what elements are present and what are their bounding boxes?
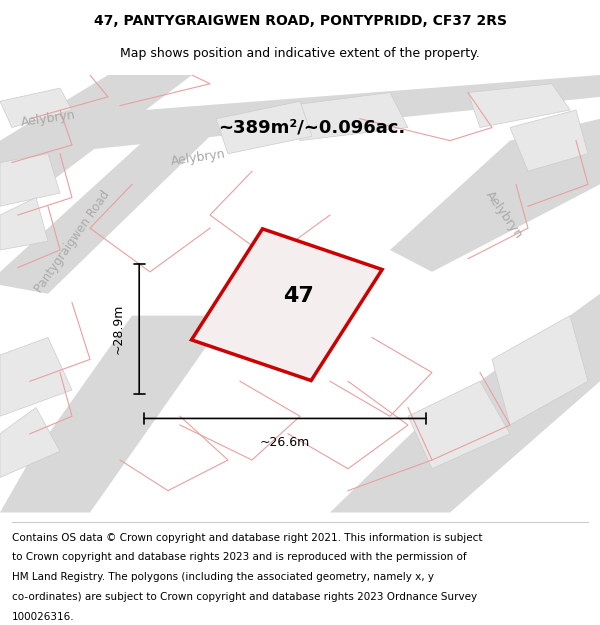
Polygon shape	[0, 338, 72, 416]
Text: co-ordinates) are subject to Crown copyright and database rights 2023 Ordnance S: co-ordinates) are subject to Crown copyr…	[12, 592, 477, 602]
Polygon shape	[191, 229, 382, 381]
Text: ~26.6m: ~26.6m	[260, 436, 310, 449]
Text: Aelybryn: Aelybryn	[20, 109, 76, 129]
Polygon shape	[0, 154, 60, 206]
Polygon shape	[330, 294, 600, 512]
Text: Aelybryn: Aelybryn	[483, 189, 525, 241]
Text: to Crown copyright and database rights 2023 and is reproduced with the permissio: to Crown copyright and database rights 2…	[12, 552, 467, 562]
Polygon shape	[510, 110, 588, 171]
Polygon shape	[408, 381, 510, 469]
Polygon shape	[288, 92, 408, 141]
Polygon shape	[242, 261, 343, 339]
Polygon shape	[216, 101, 312, 154]
Polygon shape	[492, 316, 588, 425]
Polygon shape	[0, 198, 48, 250]
Text: Contains OS data © Crown copyright and database right 2021. This information is : Contains OS data © Crown copyright and d…	[12, 532, 482, 542]
Text: 100026316.: 100026316.	[12, 611, 74, 621]
Text: Pantygraigwen Road: Pantygraigwen Road	[32, 188, 112, 294]
Text: Map shows position and indicative extent of the property.: Map shows position and indicative extent…	[120, 48, 480, 61]
Polygon shape	[468, 84, 570, 127]
Polygon shape	[390, 119, 600, 272]
Polygon shape	[0, 119, 228, 294]
Text: Aelybryn: Aelybryn	[170, 148, 226, 168]
Polygon shape	[30, 75, 600, 154]
Text: 47: 47	[283, 286, 314, 306]
Text: 47, PANTYGRAIGWEN ROAD, PONTYPRIDD, CF37 2RS: 47, PANTYGRAIGWEN ROAD, PONTYPRIDD, CF37…	[94, 14, 506, 28]
Polygon shape	[0, 75, 192, 198]
Polygon shape	[0, 88, 72, 127]
Text: HM Land Registry. The polygons (including the associated geometry, namely x, y: HM Land Registry. The polygons (includin…	[12, 572, 434, 582]
Polygon shape	[0, 316, 228, 512]
Text: ~28.9m: ~28.9m	[112, 304, 125, 354]
Polygon shape	[0, 408, 60, 478]
Text: ~389m²/~0.096ac.: ~389m²/~0.096ac.	[218, 119, 406, 136]
